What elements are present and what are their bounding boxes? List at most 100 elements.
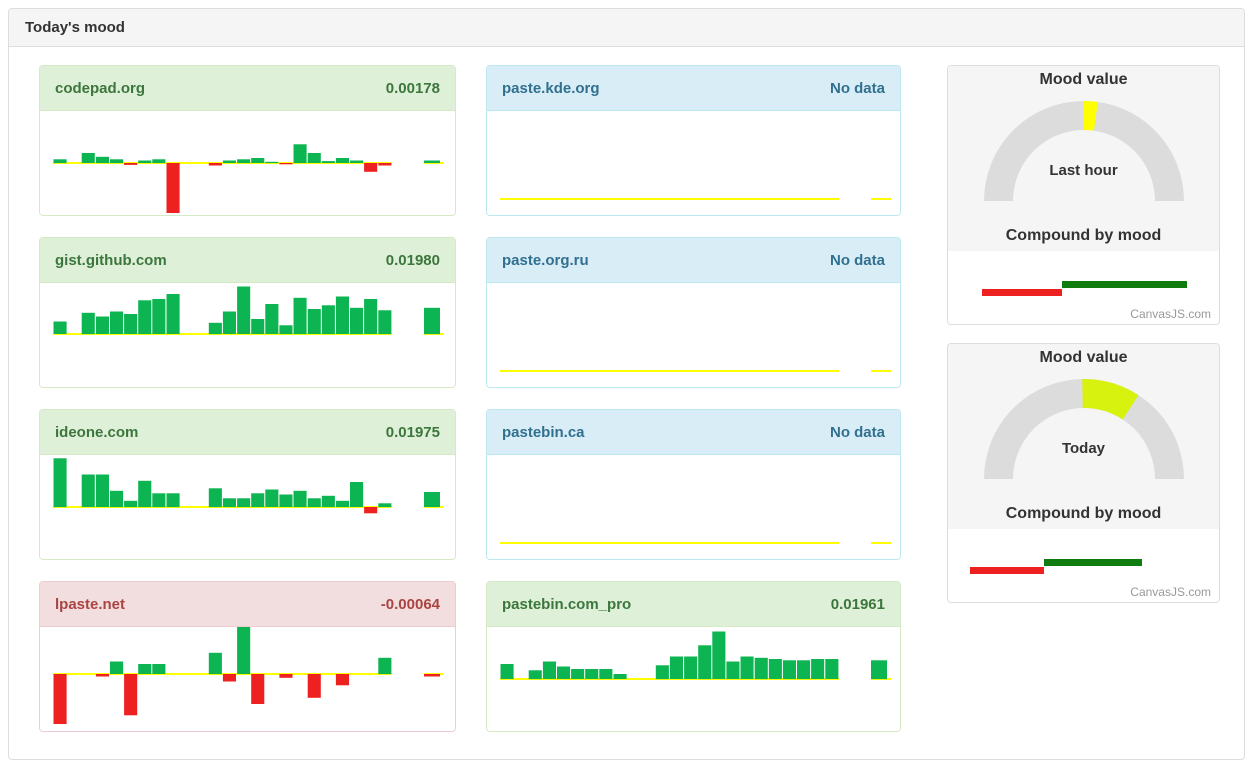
chart-area bbox=[40, 625, 455, 731]
chart-area bbox=[487, 627, 900, 731]
compound-segment bbox=[1062, 281, 1187, 288]
bar bbox=[152, 664, 166, 674]
bar bbox=[237, 625, 251, 674]
site-title: pastebin.com_pro bbox=[502, 595, 632, 613]
site-title: gist.github.com bbox=[55, 251, 167, 269]
bar bbox=[350, 482, 364, 507]
bar bbox=[208, 322, 222, 335]
bar bbox=[222, 160, 236, 163]
site-value: -0.00064 bbox=[380, 595, 440, 613]
page-title: Today's mood bbox=[9, 9, 1244, 47]
compound-title: Compound by mood bbox=[1005, 227, 1162, 244]
mini-bar-chart bbox=[500, 631, 891, 680]
chart-area bbox=[487, 111, 900, 215]
bar bbox=[712, 631, 726, 679]
bar bbox=[152, 299, 166, 334]
site-card-header: codepad.org 0.00178 bbox=[40, 66, 455, 111]
site-card: pastebin.ca No data bbox=[486, 409, 901, 560]
bar bbox=[307, 309, 321, 334]
bar bbox=[237, 159, 251, 164]
site-title: paste.org.ru bbox=[502, 251, 589, 269]
site-value: No data bbox=[829, 423, 885, 441]
bar-latest bbox=[424, 492, 440, 507]
bar bbox=[110, 661, 124, 674]
bar bbox=[237, 286, 251, 334]
gauge-card: Mood value Today Compound by mood Canvas… bbox=[947, 343, 1220, 603]
bar bbox=[571, 669, 585, 679]
site-card-header: pastebin.com_pro 0.01961 bbox=[487, 582, 900, 627]
dashboard-body: codepad.org 0.00178 gist.github.com 0.01… bbox=[9, 47, 1244, 732]
site-title: codepad.org bbox=[55, 79, 146, 97]
bar bbox=[782, 660, 796, 680]
mini-bar-chart bbox=[500, 198, 891, 200]
bar bbox=[95, 316, 109, 334]
chart-area bbox=[40, 283, 455, 387]
compound-segment bbox=[1044, 559, 1142, 566]
bar bbox=[335, 296, 349, 334]
bar bbox=[307, 498, 321, 508]
bar bbox=[124, 674, 138, 716]
bar bbox=[81, 153, 95, 163]
gauge-value-arc bbox=[1083, 101, 1098, 131]
bar bbox=[364, 507, 378, 514]
bar bbox=[542, 661, 556, 679]
bar bbox=[500, 664, 514, 679]
bar bbox=[124, 500, 138, 508]
gauge-section: Mood value Last hour Compound by mood bbox=[948, 66, 1219, 251]
bar bbox=[110, 311, 124, 334]
bar bbox=[208, 488, 222, 508]
bar bbox=[321, 161, 335, 163]
site-card: codepad.org 0.00178 bbox=[39, 65, 456, 216]
bar bbox=[166, 294, 180, 334]
bar bbox=[378, 503, 392, 508]
bar bbox=[53, 458, 67, 508]
bar bbox=[293, 144, 307, 164]
site-title: pastebin.ca bbox=[502, 423, 585, 441]
bar bbox=[321, 305, 335, 335]
site-title: lpaste.net bbox=[55, 595, 126, 613]
bar bbox=[222, 674, 236, 682]
column-right: Mood value Last hour Compound by mood Ca… bbox=[947, 65, 1220, 603]
site-card: ideone.com 0.01975 bbox=[39, 409, 456, 560]
bar bbox=[364, 299, 378, 334]
chart-area bbox=[487, 455, 900, 559]
gauge-center-label: Today bbox=[1061, 440, 1106, 457]
bar bbox=[585, 669, 599, 679]
bar bbox=[81, 312, 95, 335]
canvasjs-credit-link[interactable]: CanvasJS.com bbox=[1130, 585, 1211, 599]
canvasjs-credit-link[interactable]: CanvasJS.com bbox=[1130, 307, 1211, 321]
column-middle: paste.kde.org No data paste.org.ru No da… bbox=[486, 65, 901, 732]
bar bbox=[350, 160, 364, 163]
compound-chart bbox=[970, 559, 1142, 574]
compound-section: CanvasJS.com bbox=[948, 251, 1219, 324]
site-card: paste.kde.org No data bbox=[486, 65, 901, 216]
gauge-value-arc bbox=[1082, 379, 1139, 420]
bar bbox=[307, 674, 321, 698]
bar bbox=[208, 652, 222, 675]
bar bbox=[152, 493, 166, 508]
bar bbox=[166, 163, 180, 213]
bar bbox=[81, 474, 95, 507]
bar bbox=[222, 311, 236, 334]
bar bbox=[768, 659, 782, 679]
bar-latest bbox=[424, 307, 440, 335]
bar bbox=[378, 310, 392, 335]
site-value: No data bbox=[829, 251, 885, 269]
dashboard-panel: Today's mood codepad.org 0.00178 gist.gi… bbox=[8, 8, 1245, 760]
gauge-title: Mood value bbox=[1039, 349, 1128, 366]
gauge-section: Mood value Today Compound by mood bbox=[948, 344, 1219, 529]
bar bbox=[95, 674, 109, 677]
bar bbox=[279, 494, 293, 507]
bar bbox=[726, 661, 740, 679]
bar bbox=[124, 314, 138, 334]
bar bbox=[138, 160, 152, 163]
bar bbox=[110, 490, 124, 508]
mini-bar-chart bbox=[53, 625, 444, 724]
bar bbox=[335, 500, 349, 508]
bar bbox=[797, 660, 811, 680]
mood-gauge-chart bbox=[984, 379, 1184, 480]
chart-area bbox=[40, 455, 455, 559]
bar bbox=[53, 321, 67, 334]
bar bbox=[293, 490, 307, 508]
mini-bar-chart bbox=[500, 370, 891, 372]
